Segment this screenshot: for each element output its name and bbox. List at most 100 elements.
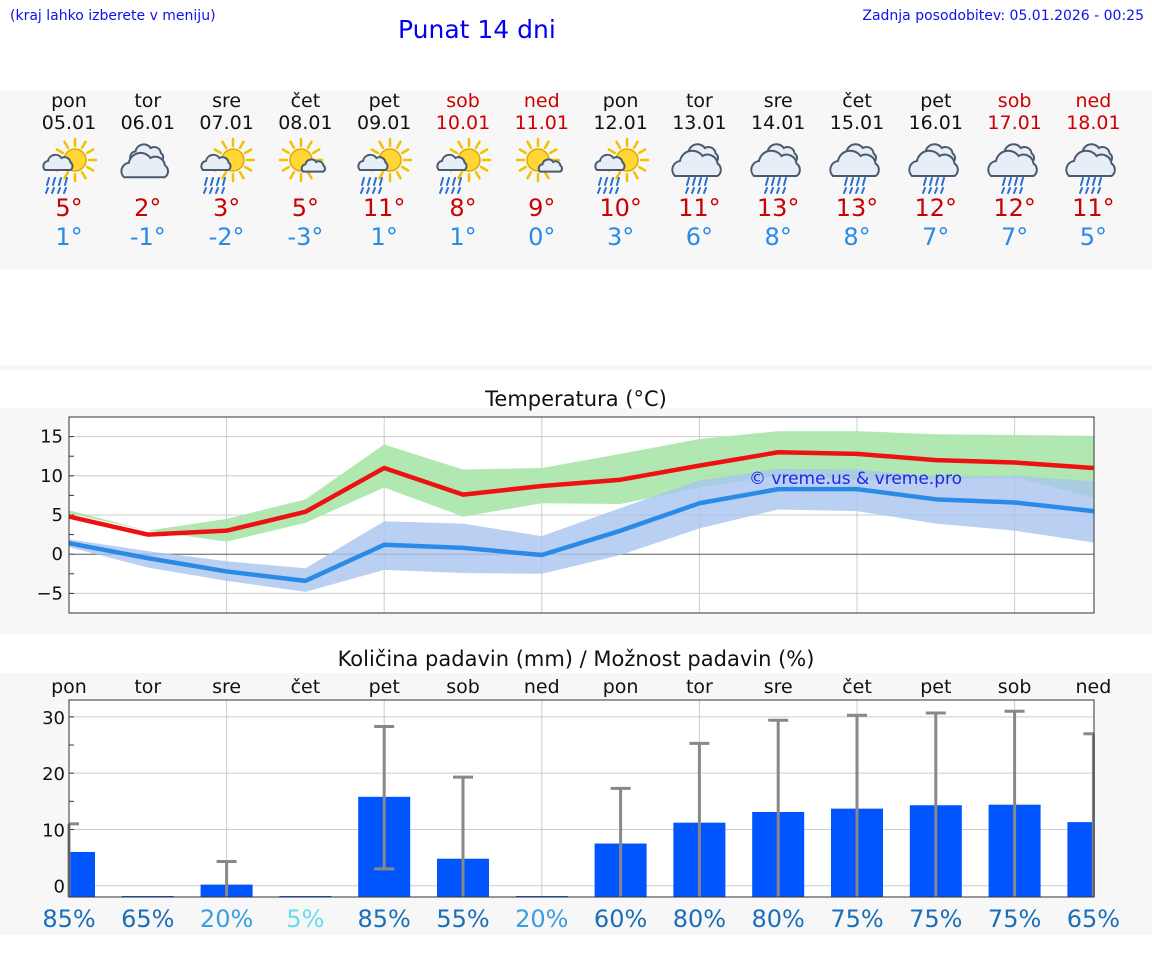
temperature-chart: 15 10 5 0 −5 © vreme.us & vreme.pro <box>36 416 1095 614</box>
min-temp: -3° <box>287 223 324 251</box>
precip-probability: 55% <box>436 905 489 933</box>
last-update: Zadnja posodobitev: 05.01.2026 - 00:25 <box>862 8 1144 24</box>
min-temp: -2° <box>208 223 245 251</box>
y-tick-label: −5 <box>36 583 63 604</box>
day-date: 10.01 <box>435 112 491 134</box>
x-category-label: pon <box>603 676 639 698</box>
day-name: pon <box>602 90 639 112</box>
day-name: tor <box>134 90 162 112</box>
weather-icon <box>671 143 723 194</box>
day-name: čet <box>290 90 321 112</box>
day-column: pon 12.01 10° 3° <box>582 90 660 252</box>
precip-probability: 20% <box>200 905 253 933</box>
y-tick-label: 0 <box>54 877 65 898</box>
day-date: 12.01 <box>593 112 648 134</box>
x-category-label: ned <box>1076 676 1112 698</box>
x-category-label: sre <box>212 676 241 698</box>
day-date: 06.01 <box>120 112 175 134</box>
sun-cloud-rain-icon <box>594 137 649 194</box>
rain-cloud-icon <box>750 143 801 194</box>
day-column: sre 07.01 3° -2° <box>188 90 266 252</box>
day-name: ned <box>1075 90 1112 112</box>
precip-bar <box>69 851 95 897</box>
day-date: 09.01 <box>356 112 412 134</box>
weather-icon <box>42 137 98 194</box>
min-temp: 3° <box>606 223 635 251</box>
day-column: tor 06.01 2° -1° <box>109 90 187 252</box>
weather-icon <box>986 143 1038 194</box>
day-date: 07.01 <box>199 112 254 134</box>
x-category-label: pon <box>51 676 87 698</box>
precipitation-chart: 30 20 10 0 pon tor sre čet pet sob ned pon tor sre čet… <box>42 676 1120 933</box>
day-date: 05.01 <box>41 112 97 134</box>
precip-probability: 85% <box>42 905 95 933</box>
min-temp: 1° <box>55 223 83 251</box>
x-category-label: pet <box>920 676 951 698</box>
weather-icon <box>829 143 880 194</box>
min-temp: 1° <box>370 223 398 251</box>
max-temp: 12° <box>914 194 958 222</box>
y-tick-label: 20 <box>42 764 65 785</box>
max-temp: 5° <box>55 194 83 222</box>
min-temp: 7° <box>1000 223 1029 251</box>
weather-icon <box>279 137 327 183</box>
precip-probability: 5% <box>286 905 324 933</box>
min-temp: 1° <box>449 223 477 251</box>
precip-probability: 75% <box>909 905 962 933</box>
precip-probability: 65% <box>121 905 174 933</box>
day-name: sob <box>997 90 1032 112</box>
y-tick-label: 10 <box>40 466 63 487</box>
max-temp: 2° <box>134 194 162 222</box>
x-category-label: tor <box>686 676 713 698</box>
day-date: 15.01 <box>829 112 885 134</box>
day-column: tor 13.01 11° 6° <box>660 90 738 252</box>
weather-icon <box>515 137 563 183</box>
precip-probability: 60% <box>594 905 647 933</box>
weather-icon <box>750 143 801 194</box>
rain-cloud-icon <box>671 143 723 194</box>
precip-probability: 20% <box>515 905 568 933</box>
y-tick-label: 15 <box>40 427 63 448</box>
max-temp: 5° <box>291 194 320 222</box>
min-temp: 0° <box>528 223 556 251</box>
max-temp: 10° <box>599 194 642 222</box>
day-name: čet <box>842 90 872 112</box>
max-temp: 13° <box>756 194 800 222</box>
max-temp: 9° <box>528 194 556 222</box>
day-name: sre <box>212 90 242 112</box>
y-tick-label: 5 <box>52 505 63 526</box>
day-date: 08.01 <box>278 112 333 134</box>
precip-probability: 85% <box>358 905 411 933</box>
day-name: sob <box>446 90 480 112</box>
day-column: ned 18.01 11° 5° <box>1054 90 1132 252</box>
min-temp: 8° <box>843 223 871 251</box>
weather-icon <box>120 143 169 179</box>
rain-cloud-icon <box>986 143 1038 194</box>
day-column: ned 11.01 9° 0° <box>503 90 581 252</box>
page-title: Punat 14 dni <box>398 15 556 44</box>
max-temp: 11° <box>362 194 406 222</box>
max-temp: 12° <box>993 194 1036 222</box>
rain-cloud-icon <box>829 143 880 194</box>
sun-small-cloud-icon <box>515 137 563 183</box>
day-column: pon 05.01 5° 1° <box>30 90 108 252</box>
precip-probability: 80% <box>752 905 805 933</box>
day-date: 11.01 <box>514 112 569 134</box>
y-tick-label: 0 <box>52 544 63 565</box>
temperature-chart-title: Temperatura (°C) <box>485 387 667 411</box>
max-temp: 13° <box>835 194 879 222</box>
rain-cloud-icon <box>908 143 959 194</box>
x-category-label: tor <box>134 676 161 698</box>
sun-small-cloud-icon <box>279 137 327 183</box>
precip-probability: 75% <box>988 905 1041 933</box>
sun-cloud-rain-icon <box>436 137 492 194</box>
min-temp: 5° <box>1079 223 1108 251</box>
max-temp: 11° <box>678 194 721 222</box>
max-range-band <box>69 431 1094 542</box>
sun-cloud-rain-icon <box>200 137 255 194</box>
min-temp: -1° <box>129 223 166 251</box>
day-column: čet 15.01 13° 8° <box>818 90 896 252</box>
x-category-label: ned <box>524 676 560 698</box>
precip-probability: 75% <box>830 905 883 933</box>
band-separator <box>0 365 1152 370</box>
